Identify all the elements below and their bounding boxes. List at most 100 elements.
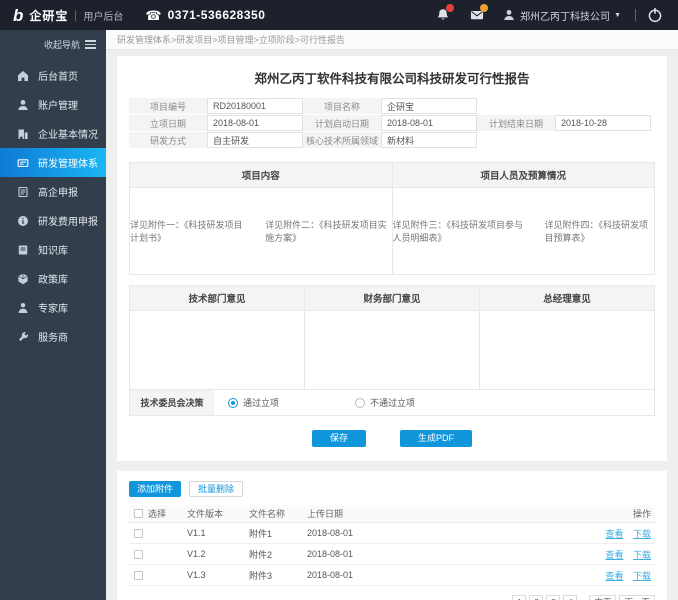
- info-row: 立项日期 2018-08-01 计划启动日期 2018-08-01 计划结束日期…: [129, 115, 655, 131]
- radio-approve[interactable]: 通过立项: [228, 396, 279, 409]
- sidebar-item-knowledge-base[interactable]: 知识库: [0, 235, 106, 264]
- project-number-input[interactable]: RD20180001: [207, 98, 303, 114]
- download-link[interactable]: 下载: [632, 549, 651, 560]
- project-sections: 项目内容 项目人员及预算情况 详见附件一：《科技研发项目计划书》 详见附件二：《…: [129, 162, 655, 275]
- sidebar-item-rd-expense[interactable]: 研发费用申报: [0, 206, 106, 235]
- brand-name: 企研宝: [29, 8, 69, 23]
- row-checkbox[interactable]: [134, 570, 143, 580]
- table-header-row: 选择 文件版本 文件名称 上传日期 操作: [129, 505, 655, 523]
- sidebar-item-expert-base[interactable]: 专家库: [0, 293, 106, 322]
- main-content: 研发管理体系>研发项目>项目管理>立项阶段>可行性报告 郑州乙丙丁软件科技有限公…: [106, 30, 678, 600]
- save-button[interactable]: 保存: [311, 430, 366, 447]
- page-title: 郑州乙丙丁软件科技有限公司科技研发可行性报告: [254, 72, 530, 86]
- info-row: 研发方式 自主研发 核心技术所属领域 新材料: [129, 132, 655, 148]
- last-page-button[interactable]: 末页: [589, 595, 617, 600]
- opinion-body-gm[interactable]: [479, 311, 654, 389]
- table-row: V1.3 附件3 2018-08-01 查看 下载: [129, 565, 655, 586]
- page-button-3[interactable]: 3: [546, 595, 561, 600]
- sidebar-item-policy-base[interactable]: 政策库: [0, 264, 106, 293]
- logout-power-icon[interactable]: [646, 6, 664, 24]
- field-label: 计划启动日期: [303, 115, 381, 131]
- add-attachment-button[interactable]: 添加附件: [129, 481, 182, 497]
- attachment-ref: 详见附件三：《科技研发项目参与人员明细表》: [392, 220, 524, 243]
- account-company-name: 郑州乙丙丁科技公司: [520, 11, 611, 23]
- book-icon: [18, 245, 28, 254]
- field-label: 项目名称: [303, 98, 381, 114]
- column-version: 文件版本: [187, 509, 224, 519]
- row-checkbox[interactable]: [134, 549, 143, 559]
- view-link[interactable]: 查看: [605, 570, 624, 581]
- upload-date: 2018-08-01: [307, 549, 354, 559]
- sidebar-item-rd-management[interactable]: 研发管理体系: [0, 148, 106, 177]
- brand[interactable]: b 企研宝 用户后台: [0, 7, 123, 24]
- breadcrumb: 研发管理体系>研发项目>项目管理>立项阶段>可行性报告: [106, 30, 678, 50]
- page-button-1[interactable]: 1: [512, 595, 527, 600]
- section-header-content: 项目内容: [241, 171, 280, 182]
- batch-delete-button[interactable]: 批量删除: [189, 481, 244, 497]
- wrench-icon: [19, 331, 29, 341]
- opinion-header-finance: 财务部门意见: [304, 286, 479, 310]
- rd-mode-input[interactable]: 自主研发: [207, 132, 303, 148]
- radio-icon: [228, 397, 238, 408]
- brand-divider: [75, 9, 77, 21]
- generate-pdf-button[interactable]: 生成PDF: [400, 430, 473, 447]
- sidebar-item-company-profile[interactable]: 企业基本情况: [0, 119, 106, 148]
- opinion-body-finance[interactable]: [304, 311, 479, 389]
- sidebar-item-hitech-declare[interactable]: 高企申报: [0, 177, 106, 206]
- field-label: 核心技术所属领域: [303, 132, 381, 148]
- sidebar-item-dashboard[interactable]: 后台首页: [0, 61, 106, 90]
- hotline: ☎ 0371-536628350: [145, 8, 265, 22]
- account-menu[interactable]: 郑州乙丙丁科技公司 ▼: [503, 8, 621, 23]
- collapse-nav-label: 收起导航: [43, 40, 80, 50]
- row-checkbox[interactable]: [134, 528, 143, 538]
- expert-icon: [18, 302, 28, 313]
- column-upload-date: 上传日期: [307, 509, 344, 519]
- planned-start-date-input[interactable]: 2018-08-01: [381, 115, 477, 131]
- attachment-ref: 详见附件二：《科技研发项目实施方案》: [265, 220, 387, 243]
- chevron-down-icon: ▼: [614, 11, 621, 19]
- column-actions: 操作: [632, 509, 651, 519]
- notification-bell-icon[interactable]: [435, 4, 455, 23]
- section-header-personnel: 项目人员及预算情况: [391, 163, 655, 187]
- planned-end-date-input[interactable]: 2018-10-28: [555, 115, 651, 131]
- opinion-header-tech: 技术部门意见: [188, 294, 246, 305]
- project-name-input[interactable]: 企研宝: [381, 98, 477, 114]
- file-name: 附件3: [249, 570, 273, 581]
- cube-icon: [18, 273, 28, 284]
- download-link[interactable]: 下载: [632, 528, 651, 539]
- info-row: 项目编号 RD20180001 项目名称 企研宝: [129, 98, 655, 114]
- list-icon: [18, 186, 28, 197]
- field-label: 立项日期: [129, 115, 207, 131]
- report-actions: 保存 生成PDF: [129, 430, 655, 447]
- file-version: V1.2: [187, 549, 206, 559]
- attachments-table: 选择 文件版本 文件名称 上传日期 操作 V1.1 附件1 2018-08-01…: [129, 505, 655, 586]
- topbar-divider: [635, 9, 636, 21]
- page-button-2[interactable]: 2: [529, 595, 544, 600]
- hotline-number: 0371-536628350: [167, 8, 266, 22]
- download-link[interactable]: 下载: [632, 570, 651, 581]
- table-row: V1.1 附件1 2018-08-01 查看 下载: [129, 523, 655, 544]
- pagination: 1 2 3 4 末页 下一页: [129, 595, 655, 600]
- file-version: V1.1: [187, 528, 206, 538]
- next-page-button[interactable]: 下一页: [619, 595, 655, 600]
- home-icon: [18, 70, 28, 81]
- core-tech-field-input[interactable]: 新材料: [381, 132, 477, 148]
- decision-label: 技术委员会决策: [130, 390, 214, 415]
- page-button-4[interactable]: 4: [563, 595, 578, 600]
- messages-mail-icon[interactable]: [469, 4, 489, 23]
- radio-reject[interactable]: 不通过立项: [355, 396, 415, 409]
- view-link[interactable]: 查看: [605, 528, 624, 539]
- opinion-body-tech[interactable]: [130, 311, 304, 389]
- building-icon: [18, 129, 28, 139]
- file-version: V1.3: [187, 570, 206, 580]
- upload-date: 2018-08-01: [307, 528, 354, 538]
- sidebar-item-account[interactable]: 账户管理: [0, 90, 106, 119]
- setup-date-input[interactable]: 2018-08-01: [207, 115, 303, 131]
- sidebar-nav: 后台首页 账户管理 企业基本情况 研发管理体系: [0, 61, 106, 351]
- collapse-nav-toggle[interactable]: 收起导航: [0, 30, 106, 57]
- form-icon: [17, 158, 29, 167]
- select-all-checkbox[interactable]: [134, 509, 143, 518]
- sidebar-item-service-provider[interactable]: 服务商: [0, 322, 106, 351]
- view-link[interactable]: 查看: [605, 549, 624, 560]
